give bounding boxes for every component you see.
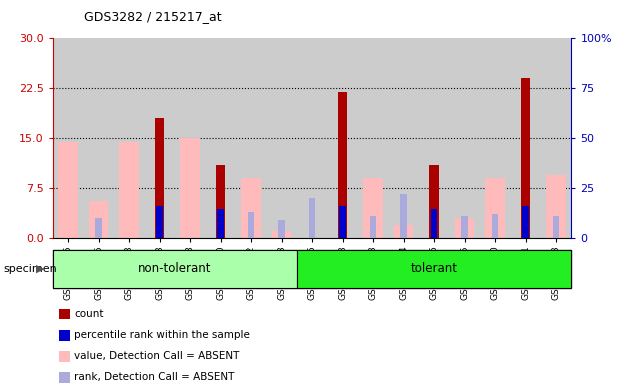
Bar [180,138,200,238]
Bar [400,194,407,238]
Text: value, Detection Call = ABSENT: value, Detection Call = ABSENT [74,351,239,361]
Bar [89,202,109,238]
Bar [546,175,566,238]
Bar [429,165,439,238]
Bar [217,209,224,238]
Bar [339,206,346,238]
Bar [338,92,347,238]
Bar [492,214,499,238]
Bar [461,216,468,238]
Bar [95,218,102,238]
Bar [369,216,376,238]
Bar [520,78,530,238]
Bar [297,250,571,288]
Bar [455,218,474,238]
Bar [58,142,78,238]
Bar [278,220,285,238]
Text: non-tolerant: non-tolerant [138,262,212,275]
Bar [271,232,291,238]
Text: percentile rank within the sample: percentile rank within the sample [74,330,250,340]
Bar [485,178,505,238]
Text: ▶: ▶ [36,264,45,274]
Bar [553,216,560,238]
Text: tolerant: tolerant [410,262,458,275]
Text: specimen: specimen [3,264,57,274]
Bar [155,118,165,238]
Bar [248,212,255,238]
Text: rank, Detection Call = ABSENT: rank, Detection Call = ABSENT [74,372,234,382]
Bar [156,206,163,238]
Bar [241,178,261,238]
Bar [363,178,383,238]
Bar [394,225,414,238]
Text: count: count [74,309,104,319]
Bar [53,250,297,288]
Bar [522,206,529,238]
Text: GDS3282 / 215217_at: GDS3282 / 215217_at [84,10,222,23]
Bar [309,198,315,238]
Bar [119,142,139,238]
Bar [431,209,437,238]
Bar [215,165,225,238]
